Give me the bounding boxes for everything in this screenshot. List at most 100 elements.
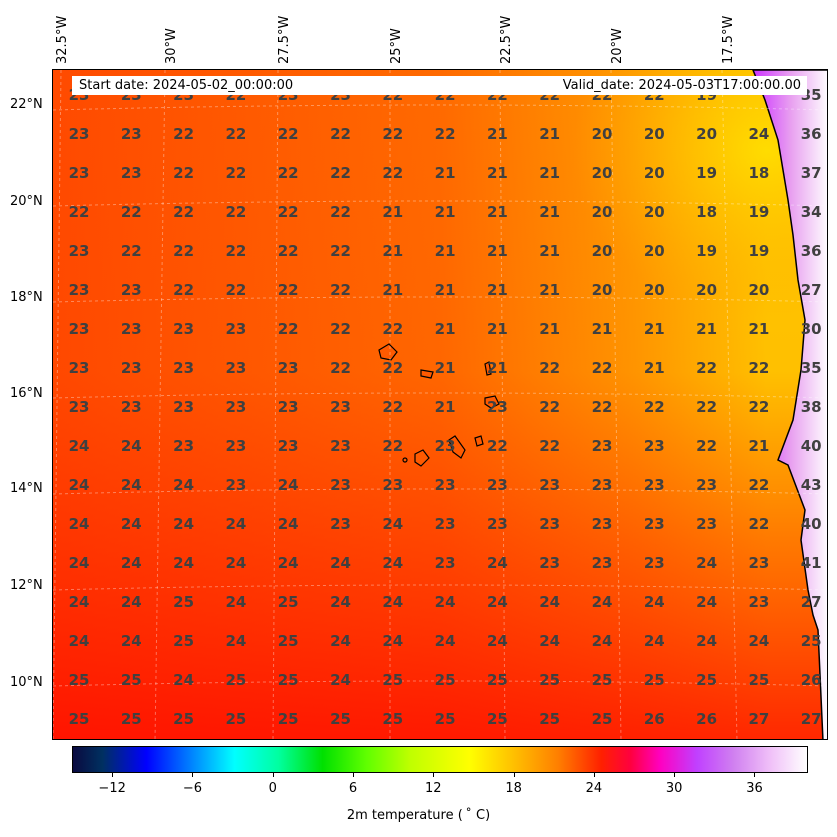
grid-value: 24 [225,515,247,533]
colorbar-tick-label: −6 [182,781,203,796]
grid-value: 24 [748,632,770,650]
grid-value: 21 [539,164,561,182]
grid-value: 20 [748,281,770,299]
grid-value: 24 [68,476,90,494]
colorbar-tick-label: 36 [746,781,763,796]
grid-value: 20 [591,125,613,143]
grid-value: 19 [696,164,718,182]
grid-value: 21 [486,203,508,221]
grid-value: 24 [382,554,404,572]
grid-value: 22 [539,437,561,455]
grid-value: 22 [225,164,247,182]
grid-value: 24 [120,554,142,572]
grid-value: 24 [120,437,142,455]
grid-value: 20 [591,203,613,221]
grid-value: 23 [277,437,299,455]
grid-value: 22 [277,320,299,338]
grid-value: 23 [539,476,561,494]
colorbar-tick-label: 18 [505,781,522,796]
grid-value: 23 [225,437,247,455]
grid-value: 24 [330,671,351,689]
grid-value: 43 [800,476,822,494]
grid-value: 23 [643,554,665,572]
grid-value: 22 [643,398,665,416]
grid-value: 22 [277,242,299,260]
grid-value: 25 [382,710,404,728]
grid-value: 23 [68,164,90,182]
grid-value: 22 [748,515,770,533]
grid-value: 21 [434,320,456,338]
grid-value: 20 [643,125,665,143]
grid-value: 22 [748,359,770,377]
grid-value: 23 [748,554,770,572]
grid-value: 23 [330,437,351,455]
colorbar-tick [674,773,676,777]
grid-value: 24 [382,515,404,533]
grid-value: 24 [696,632,718,650]
grid-value: 24 [330,554,351,572]
grid-value: 21 [382,203,404,221]
grid-value: 24 [120,515,142,533]
grid-value: 24 [173,515,195,533]
grid-value: 23 [68,398,90,416]
grid-value: 22 [748,398,770,416]
colorbar-tick [513,773,515,777]
grid-value: 27 [748,710,770,728]
colorbar-tick-label: 0 [268,781,277,796]
grid-value: 25 [68,671,90,689]
lon-label: 17.5°W [721,15,736,64]
grid-value: 24 [277,554,299,572]
map-area: 23 23 23 22 23 23 22 22 22 22 22 22 19 35 23 23 22 22 22 22… [52,69,828,740]
grid-value: 25 [173,593,195,611]
grid-value: 21 [382,242,404,260]
grid-value: 23 [277,398,299,416]
grid-value: 23 [330,398,351,416]
grid-value: 21 [486,125,508,143]
grid-value: 24 [539,632,561,650]
grid-value: 23 [225,398,247,416]
grid-value: 24 [68,632,90,650]
grid-value: 24 [120,632,142,650]
colorbar-tick [192,773,194,777]
grid-value: 24 [382,593,404,611]
lon-label: 25°W [389,28,404,64]
lat-label: 12°N [10,578,43,593]
colorbar-tick-label: −12 [98,781,126,796]
grid-value: 24 [68,554,90,572]
grid-value: 23 [330,476,351,494]
grid-value: 27 [800,710,822,728]
grid-value: 23 [173,437,195,455]
grid-value: 25 [486,710,508,728]
grid-value: 23 [120,164,142,182]
grid-value: 21 [643,359,665,377]
colorbar-tick [112,773,114,777]
grid-value: 20 [591,164,613,182]
grid-value: 23 [120,359,142,377]
grid-value: 23 [120,125,142,143]
grid-value: 22 [434,125,456,143]
grid-value: 25 [225,671,247,689]
grid-value: 22 [486,437,508,455]
grid-value: 22 [539,359,561,377]
grid-value: 23 [643,437,665,455]
grid-value: 21 [434,203,456,221]
grid-value: 40 [800,515,822,533]
grid-value: 23 [382,476,404,494]
grid-value: 24 [68,437,90,455]
grid-value: 23 [330,515,351,533]
grid-value: 25 [800,632,822,650]
grid-value: 23 [120,320,142,338]
grid-value: 22 [120,242,142,260]
grid-value: 25 [173,710,195,728]
colorbar-tick-label: 24 [585,781,603,796]
grid-value: 22 [330,359,351,377]
grid-value: 21 [539,281,561,299]
grid-value: 36 [800,125,822,143]
grid-value: 21 [748,437,770,455]
grid-value: 24 [120,476,142,494]
grid-value: 23 [486,515,508,533]
grid-value: 24 [68,593,90,611]
grid-value: 22 [591,398,613,416]
grid-value: 20 [643,203,665,221]
grid-value: 24 [225,554,247,572]
